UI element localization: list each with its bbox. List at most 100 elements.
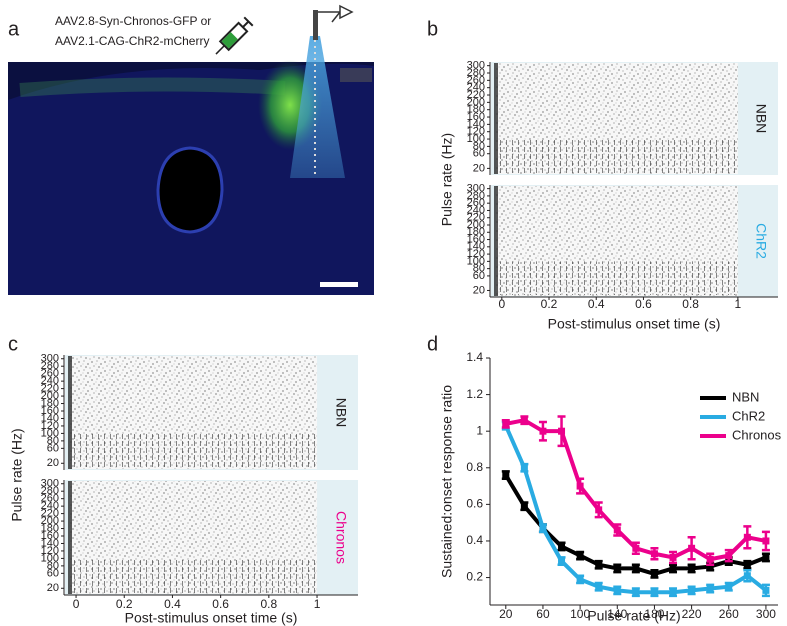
- marker: [706, 585, 714, 593]
- y-tick-label: 220: [41, 383, 59, 395]
- marker: [520, 416, 528, 424]
- marker: [613, 586, 621, 594]
- y-tick-label: 120: [41, 545, 59, 557]
- marker: [743, 561, 751, 569]
- subplot-name: NBN: [333, 398, 349, 428]
- annotation: AAV2.1-CAG-ChR2-mCherry: [55, 34, 209, 48]
- marker: [650, 550, 658, 558]
- x-tick-label: 0.2: [116, 597, 133, 611]
- x-tick-label: 0.6: [635, 297, 652, 311]
- y-tick-label: 120: [41, 420, 59, 432]
- y-tick-label: 120: [467, 248, 485, 260]
- x-tick-label: 0.2: [541, 297, 558, 311]
- x-axis-title: Pulse rate (Hz): [587, 608, 680, 624]
- marker: [558, 542, 566, 550]
- y-tick-label: 300: [467, 60, 485, 72]
- x-tick-label: 300: [756, 607, 776, 621]
- marker: [706, 555, 714, 563]
- marker: [743, 572, 751, 580]
- marker: [539, 524, 547, 532]
- y-tick-label: 140: [467, 118, 485, 130]
- y-tick-label: 200: [467, 219, 485, 231]
- y-tick-label: 180: [41, 522, 59, 534]
- y-tick-label: 240: [41, 500, 59, 512]
- onset-band: [494, 63, 498, 174]
- x-tick-label: 60: [536, 607, 550, 621]
- marker: [520, 464, 528, 472]
- y-tick-label: 100: [467, 255, 485, 267]
- y-tick-label: 100: [467, 133, 485, 145]
- y-tick-label: 300: [41, 353, 59, 365]
- legend-label: ChR2: [732, 408, 765, 423]
- y-tick-label: 280: [467, 67, 485, 79]
- y-tick-label: 260: [41, 368, 59, 380]
- marker: [650, 570, 658, 578]
- y-tick-label: 0.6: [466, 497, 483, 511]
- y-tick-label: 140: [467, 241, 485, 253]
- legend-label: NBN: [732, 389, 759, 404]
- y-tick-label: 60: [47, 442, 59, 454]
- marker: [743, 533, 751, 541]
- y-tick-label: 80: [473, 263, 485, 275]
- marker: [688, 544, 696, 552]
- y-tick-label: 120: [467, 126, 485, 138]
- subplot-name: Chronos: [333, 511, 349, 564]
- x-axis-title: Post-stimulus onset time (s): [125, 610, 298, 626]
- marker: [762, 586, 770, 594]
- y-tick-label: 220: [467, 212, 485, 224]
- y-tick-label: 260: [41, 493, 59, 505]
- marker: [539, 427, 547, 435]
- marker: [650, 588, 658, 596]
- raster-pulses: [70, 558, 318, 593]
- marker: [558, 557, 566, 565]
- y-tick-label: 20: [47, 582, 59, 594]
- marker: [613, 564, 621, 572]
- y-tick-label: 80: [473, 140, 485, 152]
- marker: [688, 586, 696, 594]
- marker: [520, 502, 528, 510]
- x-tick-label: 1: [735, 297, 742, 311]
- y-tick-label: 160: [41, 405, 59, 417]
- x-tick-label: 0: [73, 597, 80, 611]
- panel-label: d: [427, 333, 438, 355]
- marker: [725, 552, 733, 560]
- y-tick-label: 0.2: [466, 570, 483, 584]
- x-tick-label: 220: [682, 607, 702, 621]
- x-tick-label: 20: [499, 607, 513, 621]
- marker: [632, 564, 640, 572]
- x-tick-label: 260: [719, 607, 739, 621]
- y-tick-label: 180: [41, 397, 59, 409]
- y-tick-label: 100: [41, 552, 59, 564]
- y-tick-label: 80: [47, 560, 59, 572]
- x-axis-title: Post-stimulus onset time (s): [548, 316, 721, 332]
- y-tick-label: 140: [41, 537, 59, 549]
- marker: [502, 420, 510, 428]
- x-tick-label: 0.4: [164, 597, 181, 611]
- y-tick-label: 280: [41, 485, 59, 497]
- marker: [576, 552, 584, 560]
- panel-label: a: [8, 18, 20, 40]
- x-tick-label: 0.8: [682, 297, 699, 311]
- y-tick-label: 20: [47, 457, 59, 469]
- raster-pulses: [70, 433, 318, 468]
- y-tick-label: 280: [41, 360, 59, 372]
- y-axis-title: Pulse rate (Hz): [9, 428, 25, 521]
- panel-label: c: [8, 333, 18, 355]
- y-tick-label: 0.4: [466, 533, 483, 547]
- y-tick-label: 260: [467, 74, 485, 86]
- y-tick-label: 1.4: [466, 350, 483, 364]
- onset-band: [68, 356, 72, 469]
- y-tick-label: 260: [467, 197, 485, 209]
- y-tick-label: 100: [41, 427, 59, 439]
- onset-band: [494, 186, 498, 296]
- marker: [576, 482, 584, 490]
- y-axis-title: Pulse rate (Hz): [439, 133, 455, 226]
- y-tick-label: 1.2: [466, 387, 483, 401]
- marker: [558, 427, 566, 435]
- y-tick-label: 160: [41, 530, 59, 542]
- y-tick-label: 200: [467, 96, 485, 108]
- y-tick-label: 220: [41, 508, 59, 520]
- y-tick-label: 220: [467, 89, 485, 101]
- marker: [502, 471, 510, 479]
